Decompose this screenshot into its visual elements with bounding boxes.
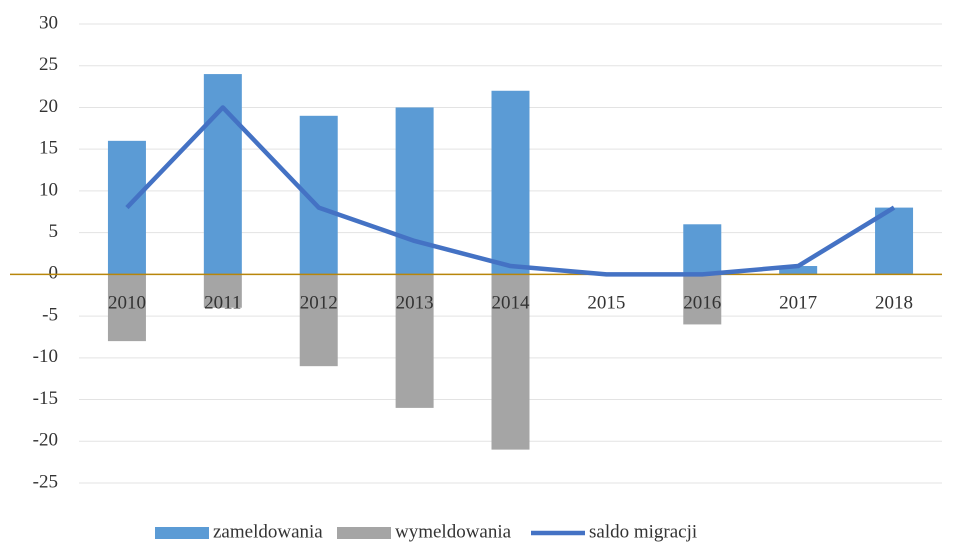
bar (683, 274, 722, 325)
bar (395, 274, 434, 408)
bar (875, 207, 914, 275)
bar (779, 266, 818, 275)
x-tick-label: 2018 (875, 293, 913, 314)
x-tick-label: 2012 (300, 293, 338, 314)
legend-swatch (337, 527, 391, 539)
y-tick-label: -25 (33, 471, 58, 492)
bar (107, 274, 146, 342)
bar (203, 274, 242, 308)
y-tick-label: 5 (49, 221, 59, 242)
bar (683, 224, 722, 275)
x-tick-label: 2010 (108, 293, 146, 314)
bar (491, 274, 530, 450)
y-tick-label: -15 (33, 388, 58, 409)
y-tick-label: 30 (39, 12, 58, 33)
x-tick-label: 2013 (396, 293, 434, 314)
y-tick-label: 0 (49, 263, 59, 284)
y-tick-label: 15 (39, 138, 58, 159)
legend-label: zameldowania (213, 521, 323, 542)
y-tick-label: 20 (39, 96, 58, 117)
bar (395, 107, 434, 275)
legend-swatch (155, 527, 209, 539)
y-tick-label: -20 (33, 430, 58, 451)
x-tick-label: 2017 (779, 293, 817, 314)
legend-label: wymeldowania (395, 521, 512, 542)
bar (203, 74, 242, 275)
x-tick-label: 2011 (204, 293, 241, 314)
bar (491, 90, 530, 275)
y-tick-label: -10 (33, 346, 58, 367)
line (125, 105, 896, 277)
bar (299, 274, 338, 367)
y-tick-label: 10 (39, 179, 58, 200)
x-tick-label: 2014 (492, 293, 531, 314)
x-tick-label: 2015 (587, 293, 625, 314)
y-tick-label: 25 (39, 54, 58, 75)
legend-label: saldo migracji (589, 521, 697, 542)
y-tick-label: -5 (42, 304, 58, 325)
x-tick-label: 2016 (683, 293, 721, 314)
